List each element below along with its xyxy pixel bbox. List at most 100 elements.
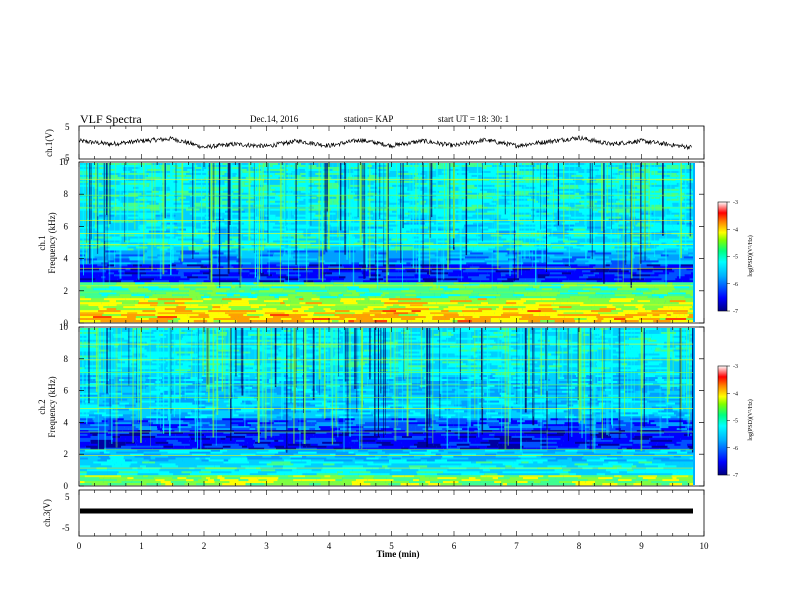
spectrogram-cell bbox=[193, 300, 204, 303]
spectrogram-cell bbox=[663, 246, 685, 249]
spectrogram-cell bbox=[465, 298, 471, 301]
spectrogram-cell bbox=[210, 226, 216, 229]
spectrogram-cell bbox=[164, 202, 174, 206]
spectrogram-cell bbox=[304, 320, 321, 323]
spectrogram-cell bbox=[496, 230, 516, 233]
spectrogram-cell bbox=[286, 274, 301, 277]
freq-tick-label: 10 bbox=[59, 157, 69, 167]
spectrogram-cell bbox=[180, 343, 192, 346]
spectrogram-cell bbox=[233, 359, 255, 362]
spectrogram-cell bbox=[80, 216, 102, 219]
spectrogram-cell bbox=[491, 200, 508, 204]
spectrogram-cell bbox=[80, 234, 86, 237]
spectrogram-cell bbox=[302, 288, 323, 291]
spectrogram-cell bbox=[679, 359, 692, 362]
spectrogram-cell bbox=[132, 359, 138, 362]
sferic-streak bbox=[81, 163, 84, 265]
spectrogram-cell bbox=[336, 244, 345, 247]
spectrogram-cell bbox=[496, 256, 517, 259]
spectrogram-cell bbox=[486, 182, 502, 186]
sferic-streak bbox=[477, 163, 479, 252]
station-label: station= KAP bbox=[344, 114, 393, 124]
spectrogram-cell bbox=[473, 331, 480, 335]
spectrogram-cell bbox=[340, 194, 357, 198]
spectrogram-cell bbox=[212, 264, 218, 267]
tone-line bbox=[80, 312, 693, 314]
spectrogram-cell bbox=[290, 264, 296, 267]
sferic-streak bbox=[376, 163, 379, 289]
spectrogram-cell bbox=[232, 220, 255, 223]
spectrogram-cell bbox=[579, 242, 601, 245]
spectrogram-cell bbox=[343, 248, 361, 251]
spectrogram-cell bbox=[472, 190, 488, 194]
spectrogram-cell bbox=[614, 278, 622, 281]
spectrogram-cell bbox=[622, 200, 643, 204]
spectrogram-cell bbox=[407, 210, 421, 213]
spectrogram-cell bbox=[330, 294, 339, 297]
spectrogram-cell bbox=[508, 258, 516, 261]
spectrogram-cell bbox=[402, 345, 415, 348]
spectrogram-cell bbox=[674, 214, 679, 217]
spectrogram-cell bbox=[194, 180, 205, 184]
spectrogram-cell bbox=[416, 202, 425, 206]
spectrogram-cell bbox=[201, 296, 210, 299]
spectrogram-cell bbox=[135, 242, 148, 245]
spectrogram-cell bbox=[498, 163, 517, 166]
spectrogram-cell bbox=[472, 178, 490, 182]
spectrogram-cell bbox=[219, 230, 228, 233]
spectrogram-cell bbox=[140, 306, 151, 309]
spectrogram-cell bbox=[512, 357, 519, 360]
spectrogram-cell bbox=[398, 361, 410, 364]
spectrogram-cell bbox=[557, 256, 572, 259]
spectrogram-cell bbox=[652, 294, 668, 297]
sferic-streak bbox=[352, 163, 355, 289]
spectrogram-cell bbox=[685, 292, 693, 295]
spectrogram-cell bbox=[383, 240, 398, 243]
spectrogram-cell bbox=[583, 244, 602, 247]
spectrogram-cell bbox=[580, 248, 600, 251]
spectrogram-cell bbox=[276, 308, 288, 311]
spectrogram-cell bbox=[315, 345, 322, 348]
spectrogram-cell bbox=[424, 280, 437, 283]
spectrogram-cell bbox=[309, 204, 322, 208]
spectrogram-cell bbox=[204, 294, 211, 297]
spectrogram-cell bbox=[429, 308, 444, 311]
spectrogram-cell bbox=[574, 254, 596, 257]
spectrogram-cell bbox=[147, 242, 168, 245]
spectrogram-cell bbox=[471, 292, 479, 295]
spectrogram-cell bbox=[258, 290, 274, 293]
spectrogram-cell bbox=[479, 294, 501, 297]
spectrogram-cell bbox=[148, 186, 154, 190]
spectrogram-cell bbox=[226, 228, 249, 231]
spectrogram-cell bbox=[321, 270, 326, 273]
spectrogram-cell bbox=[164, 274, 184, 277]
spectrogram-cell bbox=[320, 286, 326, 289]
spectrogram-cell bbox=[558, 230, 567, 233]
spectrogram-cell bbox=[314, 234, 322, 237]
spectrogram-cell bbox=[414, 276, 428, 279]
spectrogram-cell bbox=[262, 170, 278, 174]
spectrogram-cell bbox=[535, 246, 552, 249]
sferic-streak bbox=[97, 163, 99, 217]
spectrogram-cell bbox=[604, 204, 623, 208]
spectrogram-cell bbox=[651, 310, 660, 313]
spectrogram-cell bbox=[288, 168, 295, 172]
spectrogram-cell bbox=[259, 174, 273, 178]
spectrogram-cell bbox=[423, 359, 433, 362]
spectrogram-cell bbox=[222, 242, 244, 245]
spectrogram-cell bbox=[294, 266, 302, 269]
spectrogram-cell bbox=[405, 306, 428, 309]
spectrogram-cell bbox=[257, 294, 270, 297]
spectrogram-cell bbox=[139, 300, 148, 303]
spectrogram-cell bbox=[445, 290, 453, 293]
spectrogram-cell bbox=[494, 258, 509, 261]
spectrogram-cell bbox=[146, 212, 161, 215]
spectrogram-cell bbox=[582, 272, 594, 275]
spectrogram-cell bbox=[245, 176, 262, 180]
spectrogram-cell bbox=[431, 182, 447, 186]
spectrogram-cell bbox=[148, 296, 162, 299]
sferic-streak bbox=[429, 163, 431, 275]
spectrogram-cell bbox=[157, 302, 165, 305]
spectrogram-cell bbox=[262, 335, 276, 339]
spectrogram-cell bbox=[523, 294, 541, 297]
